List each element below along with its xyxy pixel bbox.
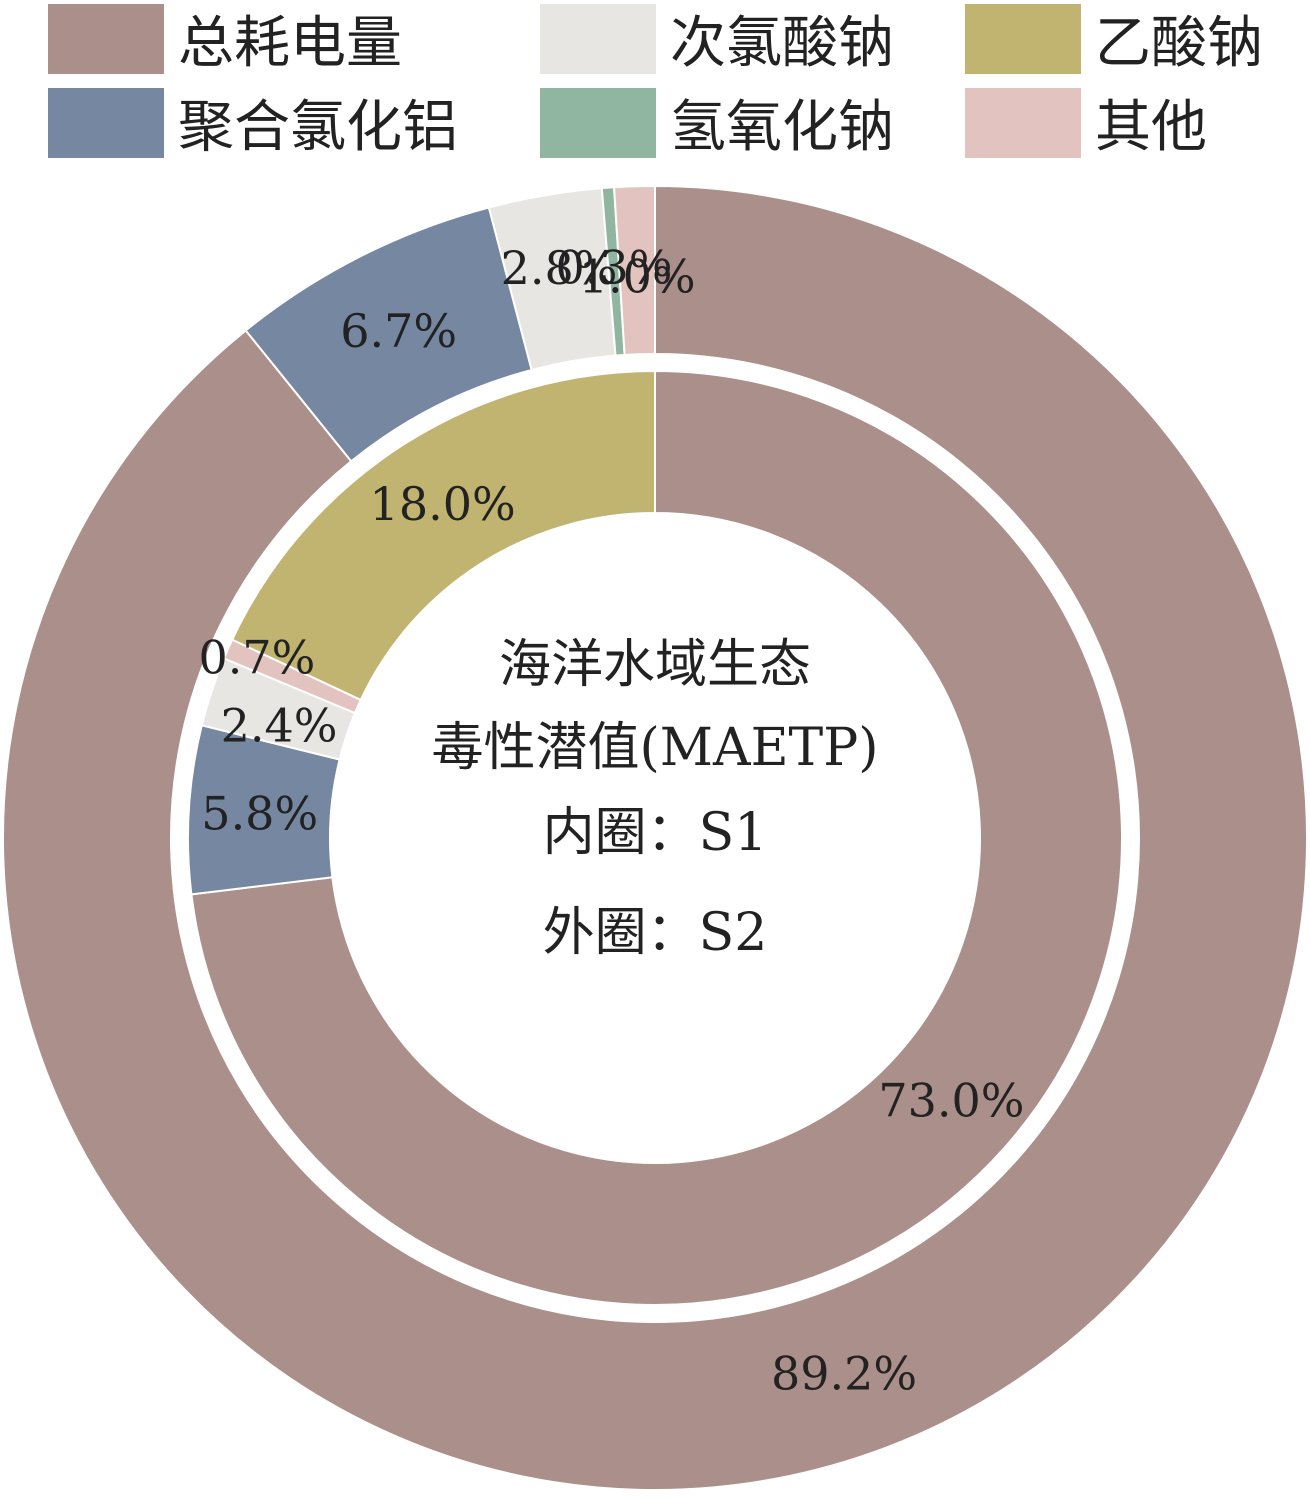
donut-rings [2,184,1308,1491]
center-title-line: 外圈：S2 [543,903,768,963]
legend-item: 次氯酸钠 [540,4,894,76]
ring-inner [187,369,1123,1306]
ring-outer [2,184,1308,1491]
center-title-line: 海洋水域生态 [499,635,811,695]
slice-label: 5.8% [201,787,318,841]
slice-label: 18.0% [370,477,516,531]
legend-swatch [540,88,656,158]
legend-swatch [48,88,164,158]
slice-label: 1.0% [579,249,696,303]
donut-slice [230,369,656,702]
legend-swatch [48,4,164,74]
slice-label: 89.2% [771,1347,917,1401]
legend-swatch [965,88,1081,158]
legend-label: 次氯酸钠 [670,11,894,76]
legend-item: 乙酸钠 [965,4,1263,76]
legend-label: 其他 [1095,95,1207,160]
legend-label: 聚合氯化铝 [178,95,458,160]
slice-labels: 73.0% 5.8% 2.4% 0.7% 18.0% 89.2% 6.7% 2.8%0.3%1… [198,240,1024,1400]
slice-label: 2.4% [221,699,338,753]
donut-slice [2,184,1308,1491]
slice-label: 73.0% [878,1074,1024,1128]
legend-item: 氢氧化钠 [540,88,894,160]
legend-swatch [965,4,1081,74]
center-title-line: 毒性潜值(MAETP) [431,718,878,778]
slice-label: 0.3% [556,240,673,294]
slice-label: 0.7% [198,631,315,685]
donut-slice [190,369,1123,1306]
slice-label: 2.8% [501,241,618,295]
legend-swatch [540,4,656,74]
legend-item: 聚合氯化铝 [48,88,458,160]
legend-item: 总耗电量 [48,4,402,76]
legend-label: 总耗电量 [178,11,402,76]
legend-item: 其他 [965,88,1207,160]
legend-label: 乙酸钠 [1095,11,1263,76]
slice-label: 6.7% [340,304,457,358]
legend-label: 氢氧化钠 [670,95,894,160]
donut-slice [613,184,656,357]
center-title-line: 内圈：S1 [543,803,768,863]
